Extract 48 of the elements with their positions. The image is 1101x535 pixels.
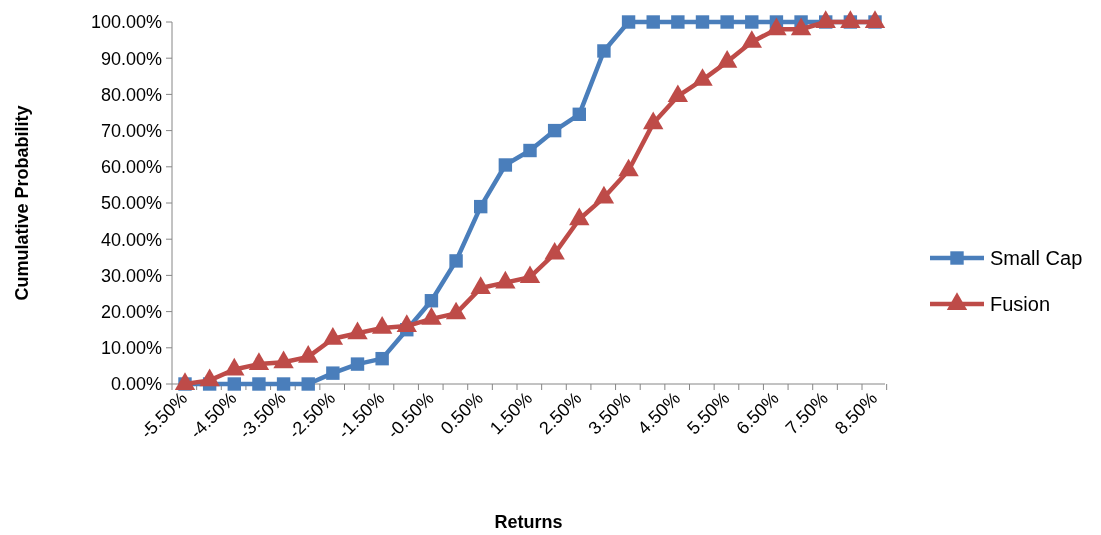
- y-tick-label: 40.00%: [100, 229, 162, 250]
- point: [347, 321, 368, 340]
- point: [322, 326, 344, 345]
- point: [745, 15, 759, 29]
- y-axis-title: Cumulative Probability: [12, 105, 32, 301]
- point: [695, 15, 710, 29]
- point: [643, 111, 664, 130]
- point: [298, 345, 319, 363]
- point: [597, 44, 611, 58]
- y-tick-label: 0.00%: [110, 374, 162, 395]
- y-tick-label: 20.00%: [100, 301, 162, 322]
- point: [199, 368, 220, 387]
- x-axis-title: Returns: [494, 512, 563, 532]
- point: [569, 207, 590, 226]
- point: [519, 265, 541, 284]
- point: [174, 372, 196, 390]
- point: [474, 199, 488, 214]
- point: [572, 107, 586, 122]
- y-tick-label: 90.00%: [100, 48, 162, 69]
- y-tick-label: 80.00%: [100, 84, 162, 105]
- legend-label: Small Cap: [990, 247, 1083, 269]
- point: [470, 276, 491, 294]
- point: [248, 352, 270, 370]
- point: [498, 158, 513, 172]
- y-tick-label: 70.00%: [100, 120, 162, 141]
- point: [621, 15, 636, 29]
- point: [445, 301, 467, 320]
- legend-label: Fusion: [990, 293, 1051, 315]
- y-tick-label: 30.00%: [100, 265, 162, 286]
- point: [547, 123, 562, 138]
- point: [396, 314, 417, 332]
- point: [667, 84, 689, 103]
- point: [646, 15, 660, 29]
- point: [523, 143, 537, 158]
- point: [421, 307, 442, 325]
- point: [544, 241, 565, 260]
- point: [273, 350, 294, 369]
- point: [671, 15, 685, 29]
- y-tick-label: 10.00%: [100, 338, 162, 359]
- point: [593, 185, 615, 204]
- y-tick-label: 60.00%: [100, 157, 162, 178]
- point: [371, 316, 393, 334]
- y-tick-label: 100.00%: [90, 12, 162, 33]
- point: [495, 270, 516, 289]
- point: [224, 357, 245, 376]
- y-tick-label: 50.00%: [100, 193, 162, 214]
- point: [720, 15, 734, 29]
- point: [618, 158, 639, 177]
